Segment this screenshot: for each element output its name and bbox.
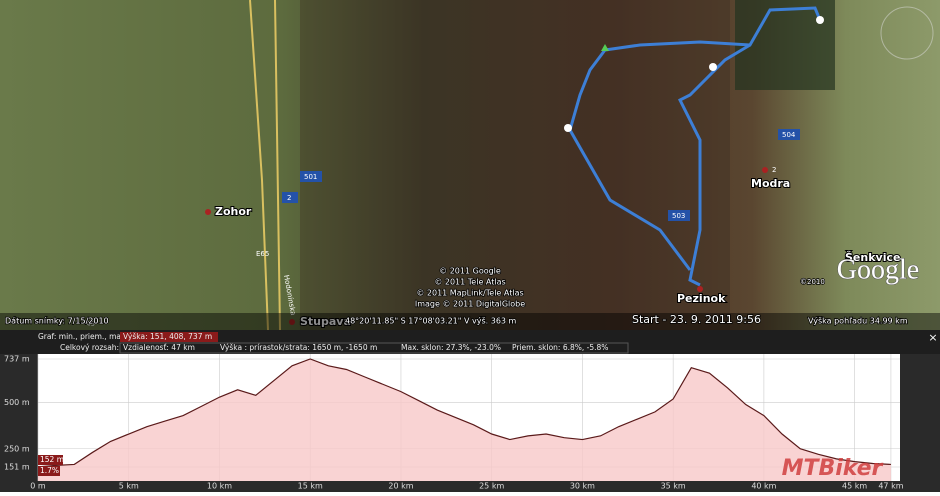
status-date: Dátum snímky: 7/15/2010 <box>5 317 109 326</box>
x-tick-label: 30 km <box>570 482 595 491</box>
cursor-box <box>38 466 60 476</box>
road-label: 503 <box>672 212 685 220</box>
x-tick-label: 15 km <box>298 482 323 491</box>
x-tick-label: 5 km <box>119 482 139 491</box>
max-slope: Max. sklon: 27.3%, -23.0% <box>401 343 501 352</box>
x-tick-label: 10 km <box>207 482 232 491</box>
road-shield <box>300 171 322 182</box>
x-tick-label: 25 km <box>479 482 504 491</box>
range-label: Celkový rozsah: <box>60 343 119 352</box>
road-label: 49 <box>86 320 95 328</box>
close-button[interactable]: × <box>928 331 937 344</box>
place-label: Pezinok <box>677 292 726 305</box>
cursor-elevation: 152 m <box>40 455 64 464</box>
road-shield <box>778 129 800 140</box>
road-label: E65 <box>256 250 269 258</box>
copyright: Image © 2011 DigitalGlobe <box>415 300 525 309</box>
watermark: MTBiker <box>782 456 884 481</box>
avg-slope: Priem. sklon: 6.8%, -5.8% <box>512 343 608 352</box>
place-label: Modra <box>751 177 790 190</box>
marker <box>816 16 824 24</box>
y-tick-label: 151 m <box>4 463 30 472</box>
marker <box>709 63 717 71</box>
range-box <box>119 342 629 354</box>
x-tick-label: 40 km <box>751 482 776 491</box>
profile-area <box>38 359 891 481</box>
google-logo: Google <box>837 254 919 285</box>
place-dot <box>289 319 295 325</box>
place-label: Zohor <box>215 205 252 218</box>
graph-label: Graf: min., priem., max: <box>38 332 128 341</box>
x-tick-label: 45 km <box>842 482 867 491</box>
status-eye: Výška pohľadu 34.99 km <box>808 316 908 326</box>
y-tick-label: 737 m <box>4 355 30 364</box>
road-shield <box>668 210 690 221</box>
place-dot <box>697 286 703 292</box>
elevation-summary: Výška: 151, 408, 737 m <box>123 332 212 341</box>
logo-year: ©2010 <box>800 278 825 286</box>
status-bar <box>0 313 940 330</box>
highway <box>249 0 281 331</box>
cursor-slope: 1.7% <box>40 466 59 475</box>
place-label: Stupava <box>300 315 351 328</box>
mountains <box>300 0 730 330</box>
x-tick-label: 20 km <box>388 482 413 491</box>
status-tour: Start - 23. 9. 2011 9:56 <box>632 313 761 326</box>
copyright: © 2011 Tele Atlas <box>434 278 505 287</box>
status-coords: 48°20'11.85" S 17°08'03.21" V výš. 363 m <box>345 316 517 326</box>
road-label: 501 <box>304 173 317 181</box>
y-tick-label: 500 m <box>4 398 30 407</box>
x-tick-label: 0 m <box>30 482 46 491</box>
x-tick-label: 47 km <box>878 482 903 491</box>
elevation-box <box>120 332 218 342</box>
navigation-control[interactable] <box>880 6 934 60</box>
x-tick-label: 35 km <box>661 482 686 491</box>
place-dot <box>205 209 211 215</box>
profile-line <box>37 358 891 468</box>
road-shield <box>282 192 298 203</box>
start-marker <box>601 44 609 51</box>
gain: Výška : prírastok/strata: 1650 m, -1650 … <box>220 343 377 352</box>
road-label: 2 <box>772 166 776 174</box>
copyright: © 2011 MapLink/Tele Atlas <box>416 289 523 298</box>
road-label: 504 <box>782 131 796 139</box>
place-label: Šenkvice <box>845 251 900 264</box>
y-tick-label: 250 m <box>4 444 30 453</box>
road-label: 2 <box>287 194 291 202</box>
copyright: © 2011 Google <box>439 267 501 276</box>
place-dot <box>762 167 768 173</box>
cursor-box <box>38 455 63 465</box>
distance: Vzdialenosť: 47 km <box>123 343 195 352</box>
marker <box>564 124 572 132</box>
